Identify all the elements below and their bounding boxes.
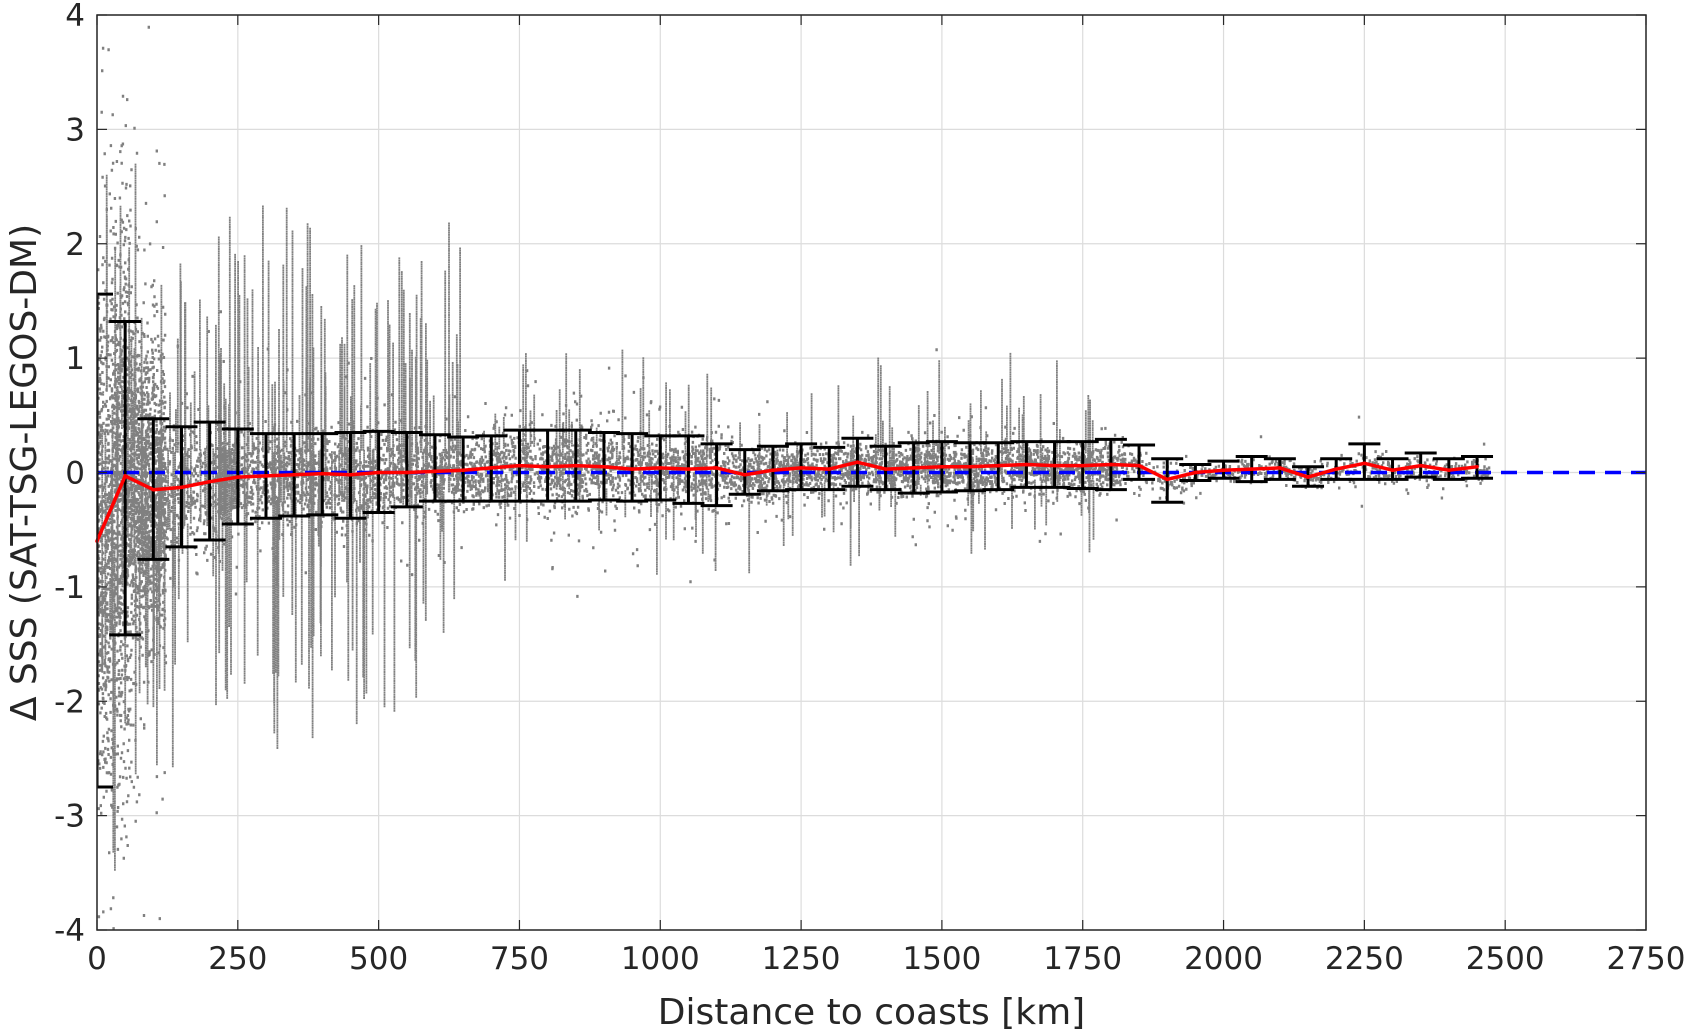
- mean-point: [686, 467, 691, 471]
- mean-point: [940, 464, 944, 469]
- mean-point: [883, 467, 888, 471]
- x-tick-label: 1750: [1043, 941, 1122, 977]
- mean-point: [742, 472, 747, 477]
- mean-point: [433, 469, 437, 474]
- mean-line-layer: [95, 460, 1479, 543]
- x-tick-label: 2000: [1184, 941, 1263, 977]
- mean-point: [461, 468, 465, 473]
- x-tick-label: 1500: [902, 941, 981, 977]
- mean-point: [405, 470, 409, 475]
- mean-point: [320, 471, 325, 476]
- mean-point: [376, 470, 381, 475]
- mean-point: [1278, 466, 1282, 470]
- mean-point: [771, 468, 775, 473]
- mean-point: [1109, 462, 1113, 467]
- mean-point: [602, 464, 606, 469]
- y-tick-label: -2: [54, 684, 85, 720]
- mean-point: [517, 463, 522, 468]
- x-tick-label: 500: [349, 941, 408, 977]
- x-axis-ticks: 0 250 500 750 1000 1250 1500 1750 2000 2250 2500 27…: [87, 15, 1685, 977]
- mean-point: [292, 472, 296, 477]
- y-tick-label: 1: [65, 341, 85, 377]
- mean-point: [264, 474, 268, 478]
- mean-point: [1193, 470, 1198, 475]
- mean-point: [1249, 467, 1254, 471]
- y-axis-label: Δ SSS (SAT-TSG-LEGOS-DM): [4, 224, 45, 721]
- error-bar: [390, 430, 423, 509]
- y-tick-label: -3: [54, 799, 85, 835]
- mean-point: [489, 466, 494, 470]
- y-axis-ticks: -4 -3 -2 -1 0 1 2 3 4: [54, 0, 1646, 949]
- y-tick-label: 0: [65, 456, 85, 492]
- x-tick-label: 750: [490, 941, 549, 977]
- mean-point: [573, 463, 578, 468]
- mean-point: [968, 464, 972, 469]
- mean-point: [996, 463, 1001, 468]
- mean-point: [1362, 461, 1367, 466]
- mean-point: [799, 466, 803, 470]
- mean-point: [1418, 463, 1423, 468]
- y-tick-label: 4: [65, 0, 85, 34]
- y-tick-label: -1: [54, 570, 85, 606]
- x-tick-label: 0: [87, 941, 107, 977]
- x-tick-label: 1250: [762, 941, 841, 977]
- x-tick-label: 2750: [1607, 941, 1686, 977]
- error-bar: [418, 433, 451, 503]
- mean-point: [1390, 468, 1395, 473]
- mean-point: [1447, 468, 1451, 473]
- mean-point: [1221, 468, 1226, 473]
- mean-point: [827, 467, 832, 471]
- mean-point: [348, 472, 353, 477]
- mean-point: [1306, 475, 1310, 479]
- mean-point: [855, 460, 860, 465]
- y-tick-label: 2: [65, 227, 85, 263]
- x-tick-label: 1000: [621, 941, 700, 977]
- error-bar: [97, 292, 113, 789]
- mean-point: [123, 474, 127, 478]
- mean-point: [1024, 462, 1029, 467]
- x-axis-label: Distance to coasts [km]: [658, 992, 1085, 1033]
- mean-point: [207, 479, 212, 484]
- y-tick-label: 3: [65, 112, 85, 148]
- x-tick-label: 2500: [1466, 941, 1545, 977]
- error-bar: [1123, 443, 1156, 481]
- mean-point: [236, 475, 240, 479]
- scatter-point-cloud: [97, 25, 1491, 930]
- mean-point: [658, 466, 663, 470]
- scatter-points: [97, 25, 1491, 930]
- mean-point: [911, 466, 916, 470]
- mean-point: [179, 485, 184, 490]
- mean-point: [714, 466, 719, 470]
- error-bar: [700, 442, 733, 508]
- mean-point: [1165, 477, 1170, 482]
- y-tick-label: -4: [54, 913, 85, 949]
- mean-line: [95, 460, 1478, 542]
- mean-point: [151, 487, 156, 492]
- error-bar: [728, 448, 761, 496]
- x-tick-label: 250: [208, 941, 267, 977]
- x-tick-label: 2250: [1325, 941, 1404, 977]
- mean-point: [1137, 463, 1141, 468]
- mean-point: [545, 464, 550, 469]
- mean-point: [630, 467, 634, 471]
- mean-point: [1052, 463, 1057, 468]
- mean-point: [1334, 467, 1338, 471]
- mean-point: [1475, 464, 1479, 469]
- mean-point: [1080, 463, 1085, 468]
